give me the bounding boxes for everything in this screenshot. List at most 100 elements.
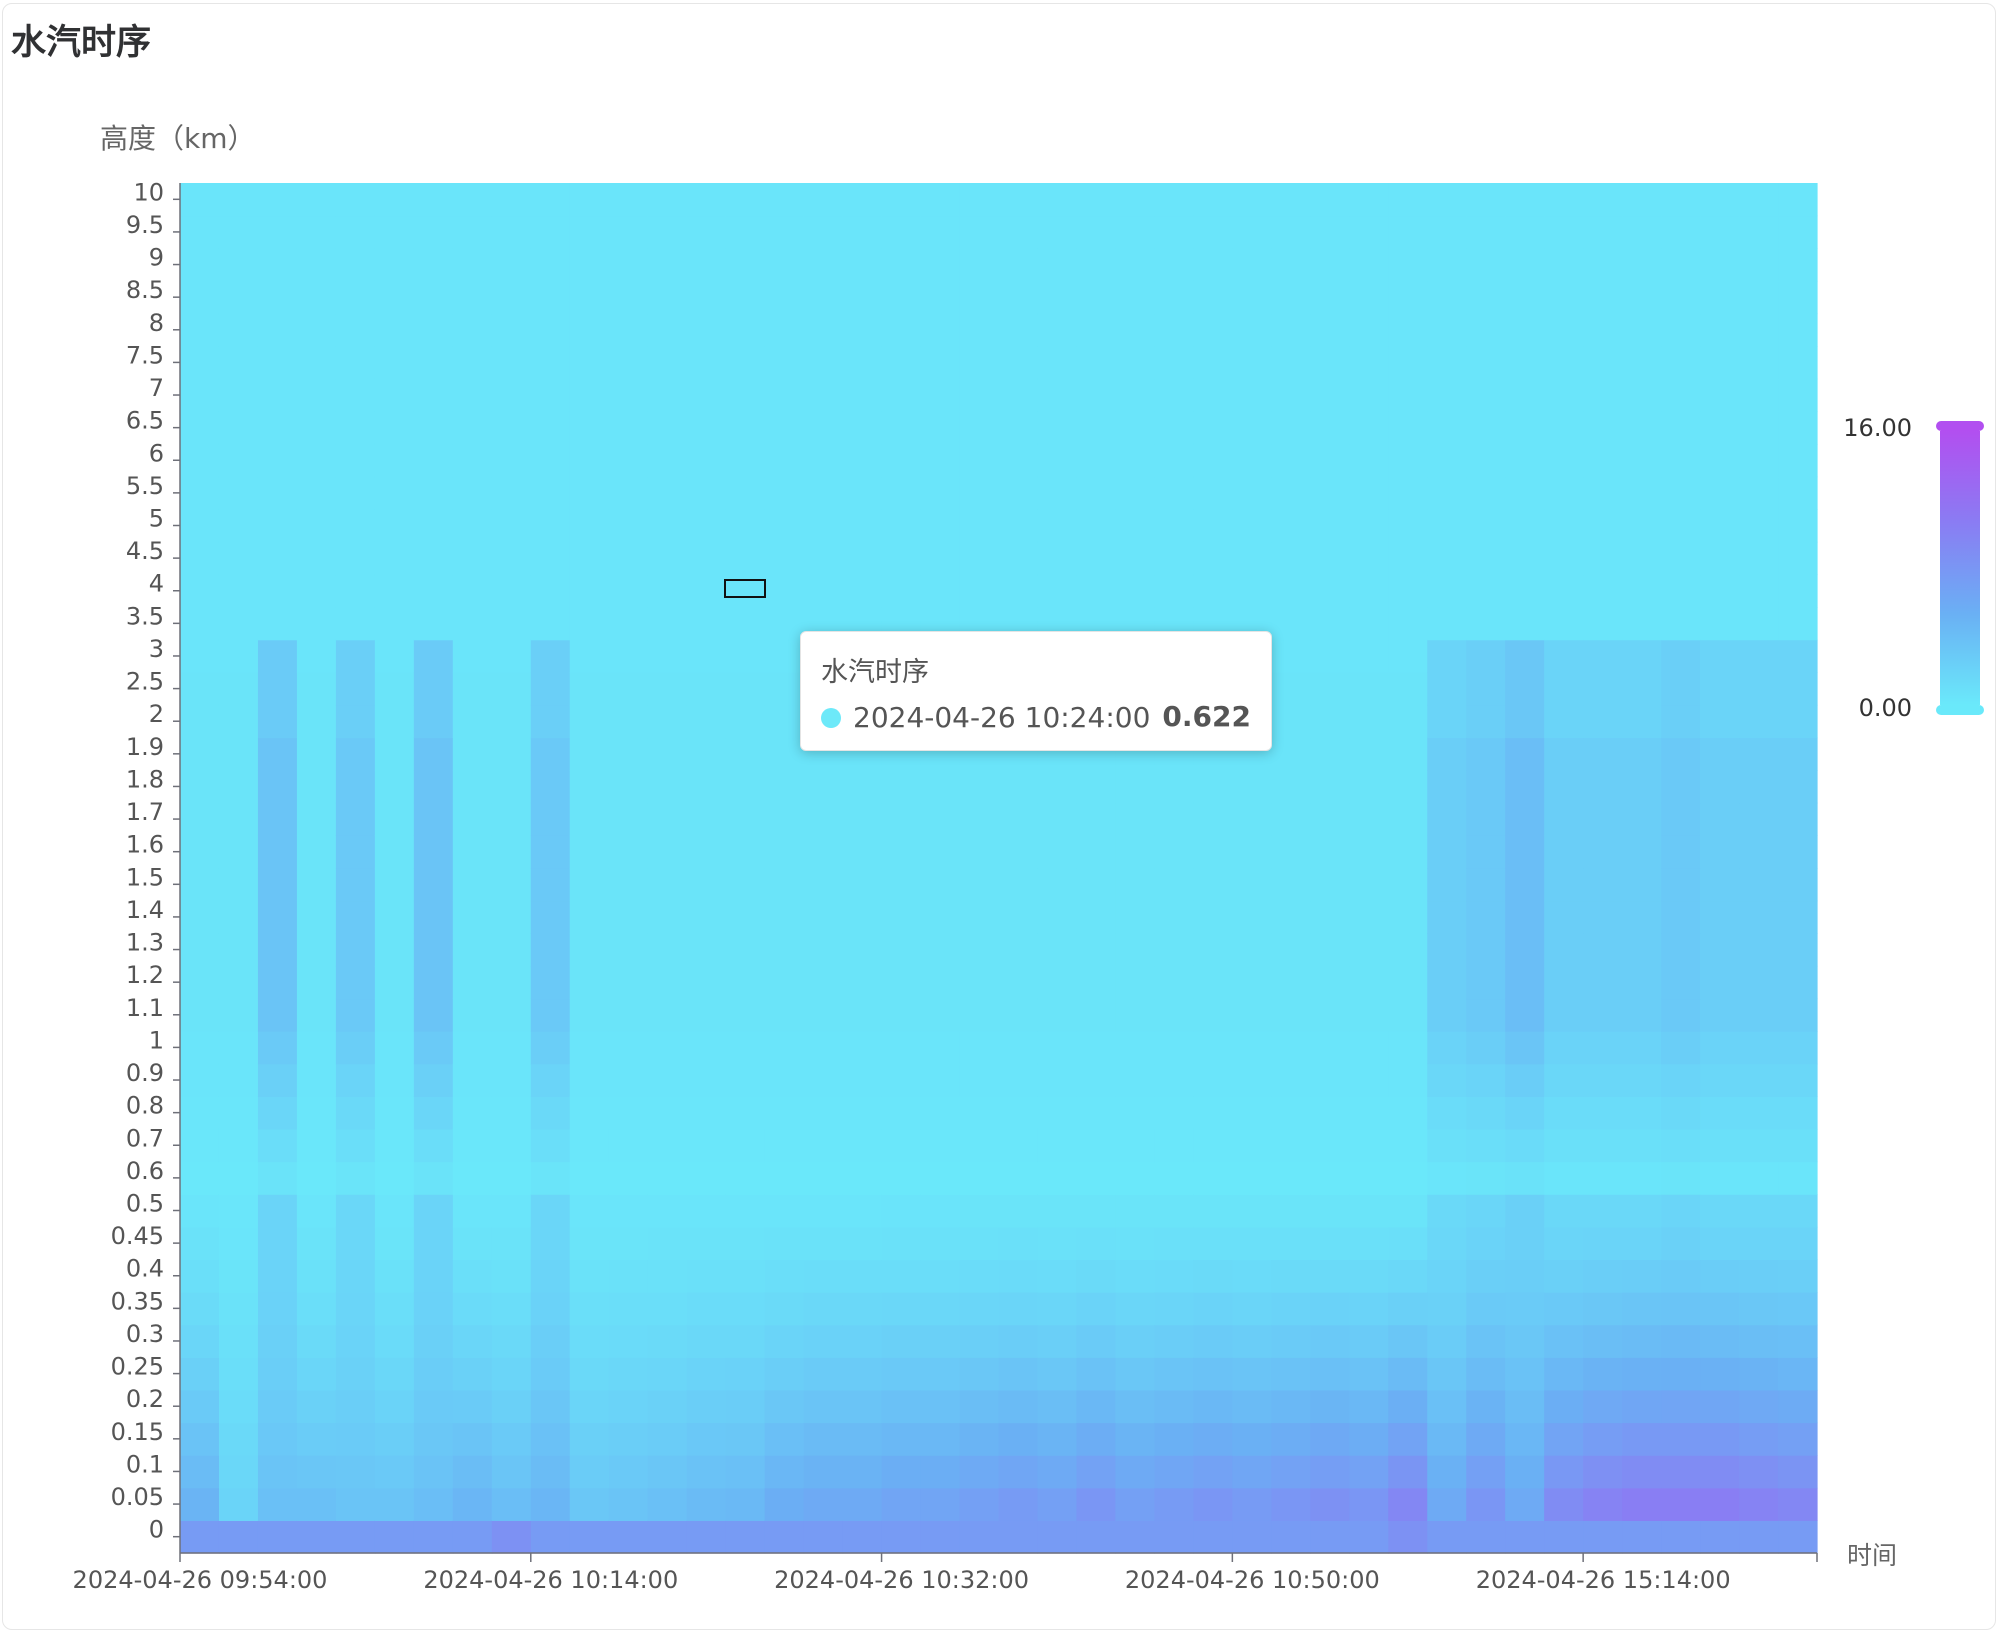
heatmap-cell[interactable] bbox=[803, 1226, 844, 1261]
heatmap-cell[interactable] bbox=[1739, 770, 1779, 804]
heatmap-cell[interactable] bbox=[1232, 770, 1272, 804]
heatmap-cell[interactable] bbox=[1661, 1161, 1701, 1195]
heatmap-cell[interactable] bbox=[686, 1194, 727, 1228]
heatmap-cell[interactable] bbox=[257, 443, 298, 478]
heatmap-cell[interactable] bbox=[335, 770, 376, 804]
heatmap-cell[interactable] bbox=[1700, 1487, 1740, 1521]
heatmap-cell[interactable] bbox=[1154, 509, 1194, 543]
heatmap-cell[interactable] bbox=[1154, 1096, 1194, 1130]
heatmap-cell[interactable] bbox=[413, 443, 454, 478]
heatmap-cell[interactable] bbox=[647, 672, 688, 706]
heatmap-cell[interactable] bbox=[842, 1487, 883, 1521]
heatmap-cell[interactable] bbox=[569, 346, 610, 380]
heatmap-cell[interactable] bbox=[647, 248, 688, 282]
heatmap-cell[interactable] bbox=[1154, 1128, 1194, 1163]
heatmap-cell[interactable] bbox=[1505, 1031, 1545, 1065]
heatmap-cell[interactable] bbox=[1349, 248, 1389, 282]
heatmap-cell[interactable] bbox=[218, 509, 259, 543]
heatmap-cell[interactable] bbox=[335, 868, 376, 902]
heatmap-cell[interactable] bbox=[335, 1128, 376, 1163]
heatmap-cell[interactable] bbox=[647, 1292, 688, 1326]
heatmap-cell[interactable] bbox=[608, 1161, 649, 1195]
heatmap-cell[interactable] bbox=[1388, 509, 1428, 543]
heatmap-cell[interactable] bbox=[725, 1063, 766, 1097]
heatmap-cell[interactable] bbox=[296, 737, 337, 771]
heatmap-cell[interactable] bbox=[1388, 639, 1428, 673]
heatmap-cell[interactable] bbox=[218, 1389, 259, 1424]
heatmap-cell[interactable] bbox=[1583, 1161, 1623, 1195]
heatmap-cell[interactable] bbox=[725, 378, 766, 412]
heatmap-cell[interactable] bbox=[452, 770, 493, 804]
heatmap-cell[interactable] bbox=[1193, 770, 1233, 804]
heatmap-cell[interactable] bbox=[1115, 1226, 1156, 1261]
heatmap-cell[interactable] bbox=[1193, 1259, 1233, 1293]
heatmap-cell[interactable] bbox=[257, 1487, 298, 1521]
heatmap-cell[interactable] bbox=[1310, 509, 1350, 543]
heatmap-cell[interactable] bbox=[803, 541, 844, 576]
heatmap-cell[interactable] bbox=[1232, 1259, 1272, 1293]
heatmap-cell[interactable] bbox=[1778, 1259, 1818, 1293]
heatmap-cell[interactable] bbox=[1739, 1324, 1779, 1358]
heatmap-cell[interactable] bbox=[647, 1161, 688, 1195]
heatmap-cell[interactable] bbox=[335, 835, 376, 869]
heatmap-cell[interactable] bbox=[725, 965, 766, 1000]
heatmap-cell[interactable] bbox=[1115, 183, 1156, 217]
heatmap-cell[interactable] bbox=[452, 1487, 493, 1521]
heatmap-cell[interactable] bbox=[764, 248, 805, 282]
heatmap-cell[interactable] bbox=[218, 1161, 259, 1195]
heatmap-cell[interactable] bbox=[1544, 1292, 1584, 1326]
heatmap-cell[interactable] bbox=[608, 933, 649, 967]
heatmap-cell[interactable] bbox=[1700, 672, 1740, 706]
heatmap-cell[interactable] bbox=[296, 1324, 337, 1358]
heatmap-cell[interactable] bbox=[1505, 1194, 1545, 1228]
heatmap-cell[interactable] bbox=[959, 1520, 1000, 1554]
heatmap-cell[interactable] bbox=[413, 802, 454, 836]
heatmap-cell[interactable] bbox=[1622, 1096, 1662, 1130]
heatmap-cell[interactable] bbox=[881, 900, 922, 934]
heatmap-cell[interactable] bbox=[1310, 1487, 1350, 1521]
heatmap-cell[interactable] bbox=[1778, 1031, 1818, 1065]
heatmap-cell[interactable] bbox=[1739, 1357, 1779, 1391]
heatmap-cell[interactable] bbox=[1505, 1455, 1545, 1489]
heatmap-cell[interactable] bbox=[686, 1161, 727, 1195]
heatmap-cell[interactable] bbox=[1739, 1194, 1779, 1228]
heatmap-cell[interactable] bbox=[180, 1259, 220, 1293]
heatmap-cell[interactable] bbox=[881, 443, 922, 478]
heatmap-cell[interactable] bbox=[1076, 509, 1117, 543]
heatmap-cell[interactable] bbox=[1544, 1357, 1584, 1391]
heatmap-cell[interactable] bbox=[1271, 933, 1311, 967]
heatmap-cell[interactable] bbox=[180, 248, 220, 282]
heatmap-cell[interactable] bbox=[608, 1128, 649, 1163]
heatmap-cell[interactable] bbox=[803, 1455, 844, 1489]
heatmap-cell[interactable] bbox=[335, 248, 376, 282]
heatmap-cell[interactable] bbox=[569, 1357, 610, 1391]
heatmap-cell[interactable] bbox=[1466, 1487, 1506, 1521]
heatmap-cell[interactable] bbox=[218, 215, 259, 249]
heatmap-cell[interactable] bbox=[530, 672, 571, 706]
heatmap-cell[interactable] bbox=[1388, 443, 1428, 478]
heatmap-cell[interactable] bbox=[335, 965, 376, 1000]
heatmap-cell[interactable] bbox=[180, 313, 220, 347]
heatmap-cell[interactable] bbox=[959, 346, 1000, 380]
heatmap-cell[interactable] bbox=[686, 1389, 727, 1424]
heatmap-cell[interactable] bbox=[530, 1487, 571, 1521]
heatmap-cell[interactable] bbox=[1310, 1128, 1350, 1163]
heatmap-cell[interactable] bbox=[881, 1487, 922, 1521]
heatmap-cell[interactable] bbox=[1544, 607, 1584, 641]
heatmap-cell[interactable] bbox=[491, 802, 532, 836]
heatmap-cell[interactable] bbox=[335, 1487, 376, 1521]
heatmap-cell[interactable] bbox=[569, 1194, 610, 1228]
heatmap-cell[interactable] bbox=[725, 280, 766, 315]
heatmap-cell[interactable] bbox=[1388, 1357, 1428, 1391]
heatmap-cell[interactable] bbox=[1739, 933, 1779, 967]
heatmap-cell[interactable] bbox=[335, 1292, 376, 1326]
heatmap-cell[interactable] bbox=[959, 1259, 1000, 1293]
heatmap-cell[interactable] bbox=[764, 998, 805, 1032]
heatmap-cell[interactable] bbox=[998, 313, 1039, 347]
heatmap-cell[interactable] bbox=[452, 639, 493, 673]
heatmap-cell[interactable] bbox=[725, 933, 766, 967]
heatmap-cell[interactable] bbox=[335, 574, 376, 608]
heatmap-cell[interactable] bbox=[1583, 574, 1623, 608]
heatmap-cell[interactable] bbox=[803, 346, 844, 380]
heatmap-cell[interactable] bbox=[998, 1194, 1039, 1228]
